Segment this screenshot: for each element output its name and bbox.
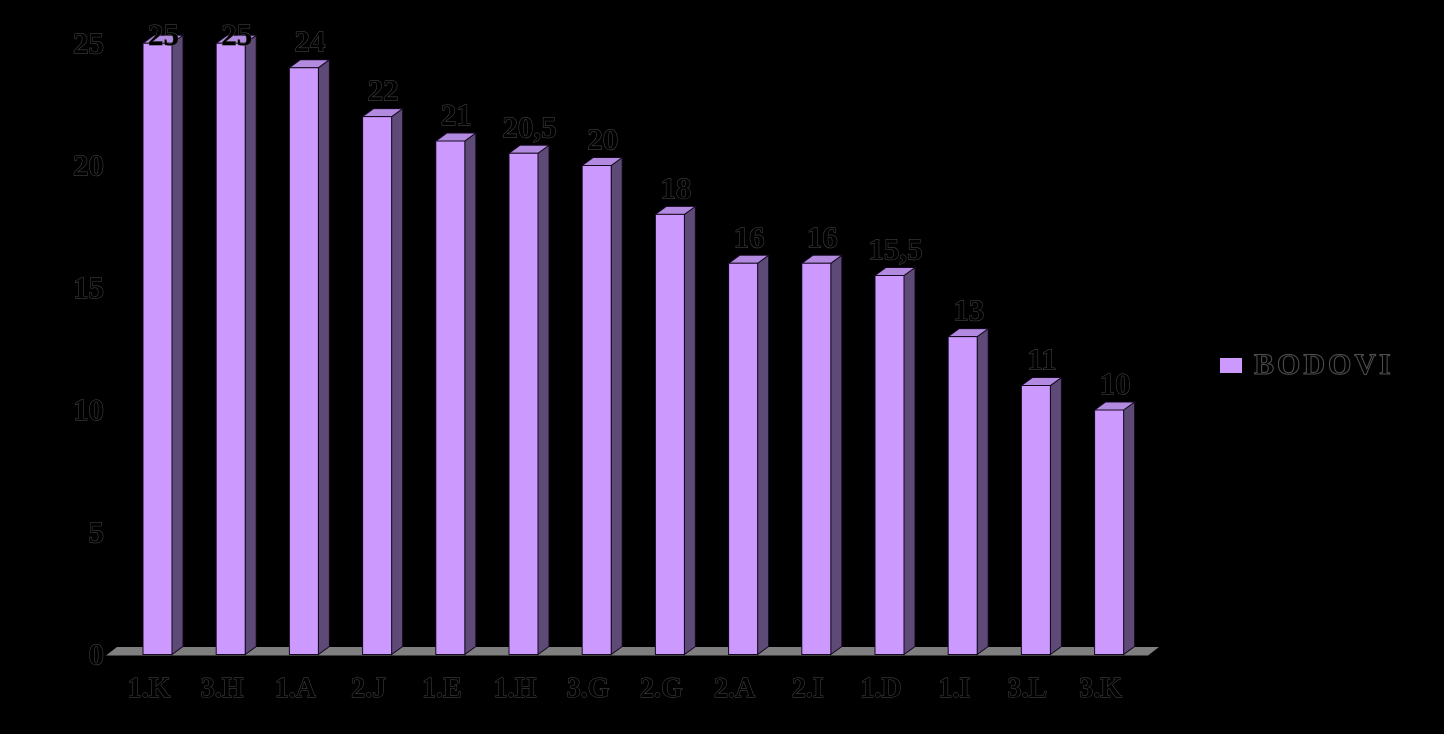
bar-side (244, 34, 257, 656)
x-axis-tick-label: 1.D (860, 673, 901, 704)
bar-value-label: 16 (807, 219, 838, 254)
bar-side (830, 254, 843, 656)
bar-side (537, 144, 550, 656)
bar-side (976, 327, 989, 656)
bar-side (610, 156, 623, 656)
bar-value-label: 18 (660, 170, 691, 205)
bar-side (464, 132, 477, 656)
x-axis-tick-label: 3.K (1079, 673, 1122, 704)
legend-swatch-icon (1220, 357, 1242, 373)
bar-value-label: 11 (1027, 342, 1056, 377)
bar-value-label: 25 (148, 17, 179, 52)
bar-side (171, 34, 184, 656)
x-axis-tick-label: 1.A (275, 673, 317, 704)
y-axis-tick-label: 10 (73, 392, 104, 427)
bar-side (757, 254, 770, 656)
bar-value-label: 16 (734, 219, 765, 254)
bar (215, 42, 246, 655)
bar (801, 262, 832, 655)
legend: BODOVI (1220, 348, 1394, 381)
bar (1020, 385, 1051, 655)
bar-value-label: 20,5 (502, 109, 556, 144)
x-axis-tick-label: 3.L (1008, 673, 1048, 704)
legend-label: BODOVI (1254, 348, 1394, 381)
bar-side (1123, 401, 1136, 656)
bar-value-label: 24 (294, 24, 325, 59)
bar-side (317, 58, 330, 656)
bar-value-label: 20 (587, 122, 618, 157)
bar-side (683, 205, 696, 656)
bar-value-label: 13 (953, 293, 984, 328)
x-axis-tick-label: 3.G (567, 673, 610, 704)
bar-side (903, 266, 916, 656)
bar-value-label: 25 (221, 17, 252, 52)
bar (362, 116, 393, 655)
x-axis-tick-label: 2.I (792, 673, 824, 704)
y-axis-tick-label: 20 (73, 148, 104, 183)
bar (142, 42, 173, 655)
bar (947, 336, 978, 655)
bar (728, 262, 759, 655)
x-axis-tick-label: 2.A (714, 673, 756, 704)
x-axis-tick-label: 2.G (640, 673, 683, 704)
bar (1094, 409, 1125, 655)
bar-value-label: 10 (1100, 366, 1131, 401)
bar (508, 152, 539, 655)
x-axis-tick-label: 3.H (201, 673, 244, 704)
bar-value-label: 22 (368, 73, 399, 108)
x-axis-tick-label: 1.K (128, 673, 171, 704)
bar (654, 213, 685, 655)
y-axis-tick-label: 5 (89, 514, 105, 549)
bar-side (391, 107, 404, 656)
y-axis-tick-label: 0 (89, 637, 105, 672)
bar-side (1049, 376, 1062, 656)
y-axis-tick-label: 15 (73, 270, 104, 305)
bar (435, 140, 466, 655)
bar (874, 275, 905, 655)
chart-floor (106, 647, 1159, 656)
x-axis-tick-label: 2.J (351, 673, 386, 704)
bar (581, 165, 612, 655)
bar (288, 67, 319, 655)
x-axis-tick-label: 1.E (422, 673, 462, 704)
bar-value-label: 15,5 (868, 232, 922, 267)
x-axis-tick-label: 1.I (938, 673, 970, 704)
bar-value-label: 21 (441, 97, 472, 132)
y-axis-tick-label: 25 (73, 25, 104, 60)
x-axis-tick-label: 1.H (494, 673, 537, 704)
